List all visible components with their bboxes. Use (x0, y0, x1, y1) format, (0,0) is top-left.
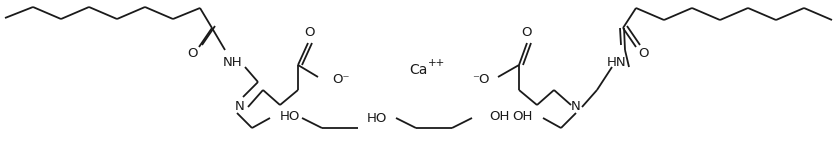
Text: ++: ++ (428, 58, 445, 68)
Text: N: N (235, 101, 245, 113)
Text: HN: HN (606, 56, 626, 69)
Text: O: O (638, 46, 649, 60)
Text: O: O (187, 46, 198, 60)
Text: HO: HO (366, 112, 387, 125)
Text: O: O (521, 25, 532, 39)
Text: N: N (570, 101, 580, 113)
Text: OH: OH (512, 110, 533, 122)
Text: O: O (304, 25, 315, 39)
Text: NH: NH (223, 56, 242, 69)
Text: ⁻O: ⁻O (472, 72, 489, 86)
Text: HO: HO (280, 110, 300, 122)
Text: OH: OH (488, 110, 509, 122)
Text: O⁻: O⁻ (332, 72, 349, 86)
Text: Ca: Ca (408, 63, 426, 77)
